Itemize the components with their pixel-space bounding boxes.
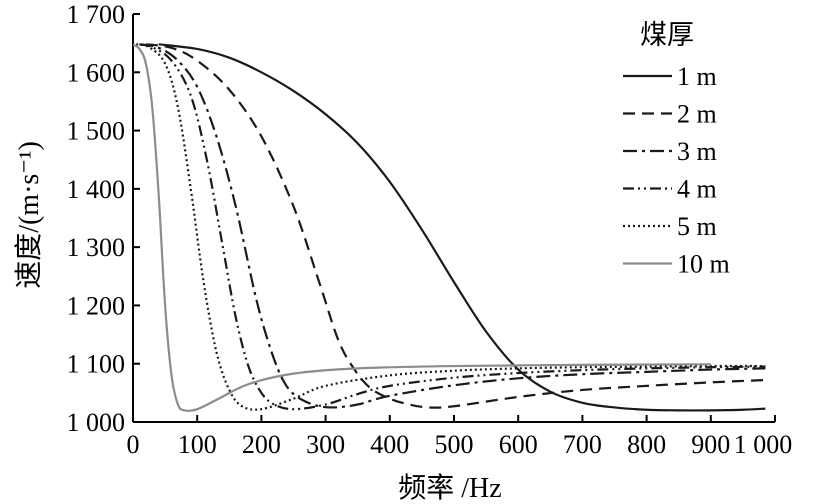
y-axis-label-group: 速度/(m·s⁻¹) (13, 141, 45, 289)
legend-label: 1 m (677, 62, 717, 91)
legend-title: 煤厚 (640, 20, 694, 50)
y-tick-label: 1 500 (67, 117, 126, 146)
x-tick-label: 500 (435, 430, 474, 459)
series-line-2m (145, 43, 766, 409)
series-line-1m (158, 43, 766, 412)
x-tick-label: 200 (242, 430, 281, 459)
x-axis-label: 频率 /Hz (398, 472, 501, 504)
x-tick-label: 300 (306, 430, 345, 459)
series-layer (132, 43, 766, 412)
x-tick-label: 1 000 (734, 430, 793, 459)
legend-label: 4 m (677, 175, 717, 204)
series-line-3m (139, 43, 766, 409)
x-tick-label: 100 (178, 430, 217, 459)
legend-label: 3 m (677, 137, 717, 166)
series-line-10m (132, 43, 711, 412)
series-line-4m (139, 43, 766, 411)
y-tick-label: 1 200 (67, 291, 126, 320)
x-tick-label: 800 (627, 430, 666, 459)
y-axis-label: 速度/(m·s⁻¹) (13, 141, 45, 289)
y-tick-label: 1 700 (67, 0, 126, 29)
x-tick-label: 0 (127, 430, 140, 459)
x-tick-label: 700 (563, 430, 602, 459)
legend-label: 10 m (677, 250, 730, 279)
series-line-5m (135, 43, 766, 411)
legend: 煤厚 1 m 2 m 3 m 4 m 5 m 10 m (623, 20, 730, 279)
y-tick-label: 1 100 (67, 350, 126, 379)
y-tick-label: 1 000 (67, 408, 126, 437)
legend-label: 5 m (677, 212, 717, 241)
y-tick-label: 1 400 (67, 175, 126, 204)
y-tick-label: 1 300 (67, 233, 126, 262)
y-tick-label: 1 600 (67, 58, 126, 87)
legend-label: 2 m (677, 100, 717, 129)
x-tick-label: 600 (499, 430, 538, 459)
x-tick-label: 400 (370, 430, 409, 459)
axes: 1 000 1 100 1 200 1 300 1 400 1 500 1 600 1 700… (67, 0, 793, 459)
x-tick-label: 900 (691, 430, 730, 459)
